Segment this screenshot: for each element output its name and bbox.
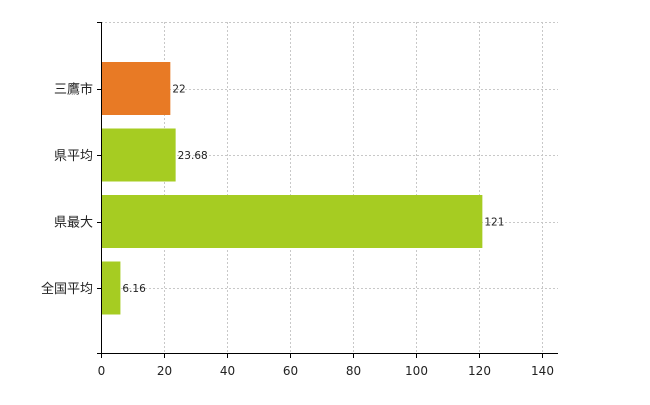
category-label: 三鷹市 — [54, 82, 93, 98]
bar — [101, 62, 171, 115]
bar-layer — [101, 62, 483, 315]
x-tick-label: 0 — [98, 364, 106, 378]
category-label: 県最大 — [54, 216, 93, 231]
x-tick-label: 60 — [283, 364, 298, 378]
bar — [101, 128, 176, 182]
bar — [101, 195, 483, 248]
bar — [101, 261, 121, 315]
category-label: 県平均 — [54, 149, 93, 164]
x-tick-label: 80 — [346, 364, 361, 378]
data-label: 22 — [172, 84, 185, 96]
category-label: 全国平均 — [41, 281, 93, 297]
x-tick-label: 20 — [157, 364, 172, 378]
x-tick-label: 120 — [468, 364, 491, 378]
data-label: 121 — [484, 217, 504, 229]
x-tick-label: 40 — [220, 364, 235, 378]
x-tick-label: 140 — [531, 364, 554, 378]
data-label: 23.68 — [178, 150, 208, 162]
x-tick-label: 100 — [405, 364, 428, 378]
axis-layer — [97, 22, 558, 358]
label-layer: 22 三鷹市 23.68 県平均 121 県最大 6.16 全国平均 0 20 40 60 80 100 1… — [41, 82, 554, 379]
data-label: 6.16 — [122, 283, 146, 295]
